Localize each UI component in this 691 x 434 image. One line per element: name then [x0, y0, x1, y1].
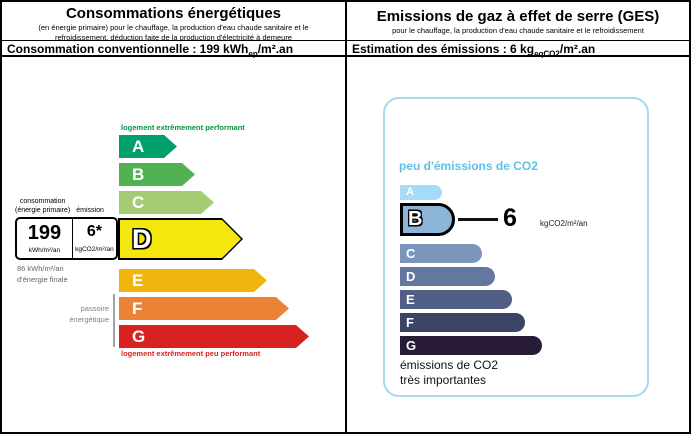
energy-class-f-arrow: F [119, 297, 289, 320]
final-energy-line1: 86 kWh/m²/an [17, 264, 64, 273]
energy-subtitle: (en énergie primaire) pour le chauffage,… [38, 23, 309, 42]
energy-title: Consommations énergétiques [65, 5, 282, 22]
emission-label: émission [76, 207, 104, 215]
energy-class-b-letter: B [132, 165, 145, 184]
energy-bottom-note: logement extrêmement peu performant [121, 349, 261, 358]
energy-header: Consommations énergétiques (en énergie p… [2, 2, 345, 42]
energy-stat-line: Consommation conventionnelle : 199 kWhep… [2, 41, 345, 59]
ges-class-d-bar: D [400, 267, 495, 286]
ges-class-c-letter: C [406, 246, 416, 261]
ges-class-b-letter: B [408, 208, 423, 230]
energy-class-f-letter: F [132, 299, 143, 318]
ges-class-a-letter: A [406, 186, 414, 198]
ges-bottom-note: émissions de CO2 très importantes [400, 358, 498, 388]
ges-stat-suffix: /m².an [559, 42, 596, 56]
energy-class-g-arrow: G [119, 325, 309, 348]
ges-class-e-letter: E [406, 292, 415, 307]
energy-value-box: 199 kWh/m²/an 6* kgCO2/m²/an [15, 217, 118, 260]
ges-class-f-letter: F [406, 315, 414, 330]
energy-sieve-label: passoire énergétique [52, 304, 109, 325]
consumption-label-line1: consommation [19, 198, 66, 205]
ges-stat-text: Estimation des émissions : 6 kg [352, 42, 535, 56]
consumption-value: 199 [27, 222, 62, 244]
ges-header: Emissions de gaz à effet de serre (GES) … [347, 2, 689, 41]
ges-class-g-bar: G [400, 336, 542, 355]
ges-class-c-bar: C [400, 244, 482, 263]
ges-stat-sub: eqCO2 [534, 49, 560, 59]
energy-stat-suffix: /m².an [257, 42, 294, 56]
energy-class-b-arrow: B [119, 163, 195, 186]
emission-unit: kgCO2/m²/an [75, 245, 114, 253]
consumption-value-cell: 199 kWh/m²/an [17, 219, 73, 258]
consumption-unit: kWh/m²/an [28, 247, 61, 254]
ges-class-d-letter: D [406, 269, 416, 284]
emission-value-cell: 6* kgCO2/m²/an [73, 219, 116, 258]
ges-top-note: peu d'émissions de CO2 [399, 159, 538, 173]
energy-class-a-arrow: A [119, 135, 177, 158]
ges-value: 6 [503, 204, 517, 232]
column-divider [345, 2, 347, 432]
ges-class-e-bar: E [400, 290, 512, 309]
ges-subtitle: pour le chauffage, la production d'eau c… [392, 26, 644, 35]
energy-class-a-letter: A [132, 137, 145, 156]
ges-title: Emissions de gaz à effet de serre (GES) [376, 8, 660, 25]
energy-class-c-arrow: C [119, 191, 214, 214]
sieve-label-line2: énergétique [69, 314, 109, 324]
ges-value-leader-line [458, 218, 498, 221]
energy-top-note: logement extrêmement performant [121, 123, 245, 132]
energy-stat-sub: ep [248, 49, 258, 59]
consumption-emission-labels: consommation (énergie primaire) émission [15, 197, 121, 216]
final-energy-line2: d'énergie finale [17, 274, 68, 284]
ges-stat-line: Estimation des émissions : 6 kgeqCO2/m².… [347, 41, 689, 59]
energy-class-e-letter: E [132, 271, 144, 290]
final-energy-note: 86 kWh/m²/an d'énergie finale [17, 264, 68, 285]
energy-stat-text: Consommation conventionnelle : 199 kWh [7, 42, 249, 56]
ges-class-f-bar: F [400, 313, 525, 332]
energy-class-d-arrow-selected: D [118, 218, 243, 260]
ges-bottom-note-line1: émissions de CO2 [400, 358, 499, 372]
ges-class-a-bar: A [400, 185, 442, 200]
consumption-label-line2: (énergie primaire) [15, 207, 71, 215]
energy-class-c-letter: C [132, 193, 145, 212]
consumption-label: consommation (énergie primaire) [15, 197, 70, 216]
energy-class-d-letter: D [132, 224, 152, 254]
sieve-bracket-line [113, 294, 115, 347]
energy-class-e-arrow: E [119, 269, 267, 292]
ges-class-b-bar-selected: B [400, 203, 455, 236]
energy-class-d-fill: D [120, 220, 241, 258]
ges-class-g-letter: G [406, 338, 417, 353]
sieve-label-line1: passoire [80, 304, 109, 313]
emission-value: 6* [86, 223, 102, 241]
ges-rounded-frame [383, 97, 649, 397]
energy-class-g-letter: G [132, 327, 146, 346]
ges-value-unit: kgCO2/m²/an [540, 219, 588, 228]
ges-bottom-note-line2: très importantes [400, 373, 487, 387]
